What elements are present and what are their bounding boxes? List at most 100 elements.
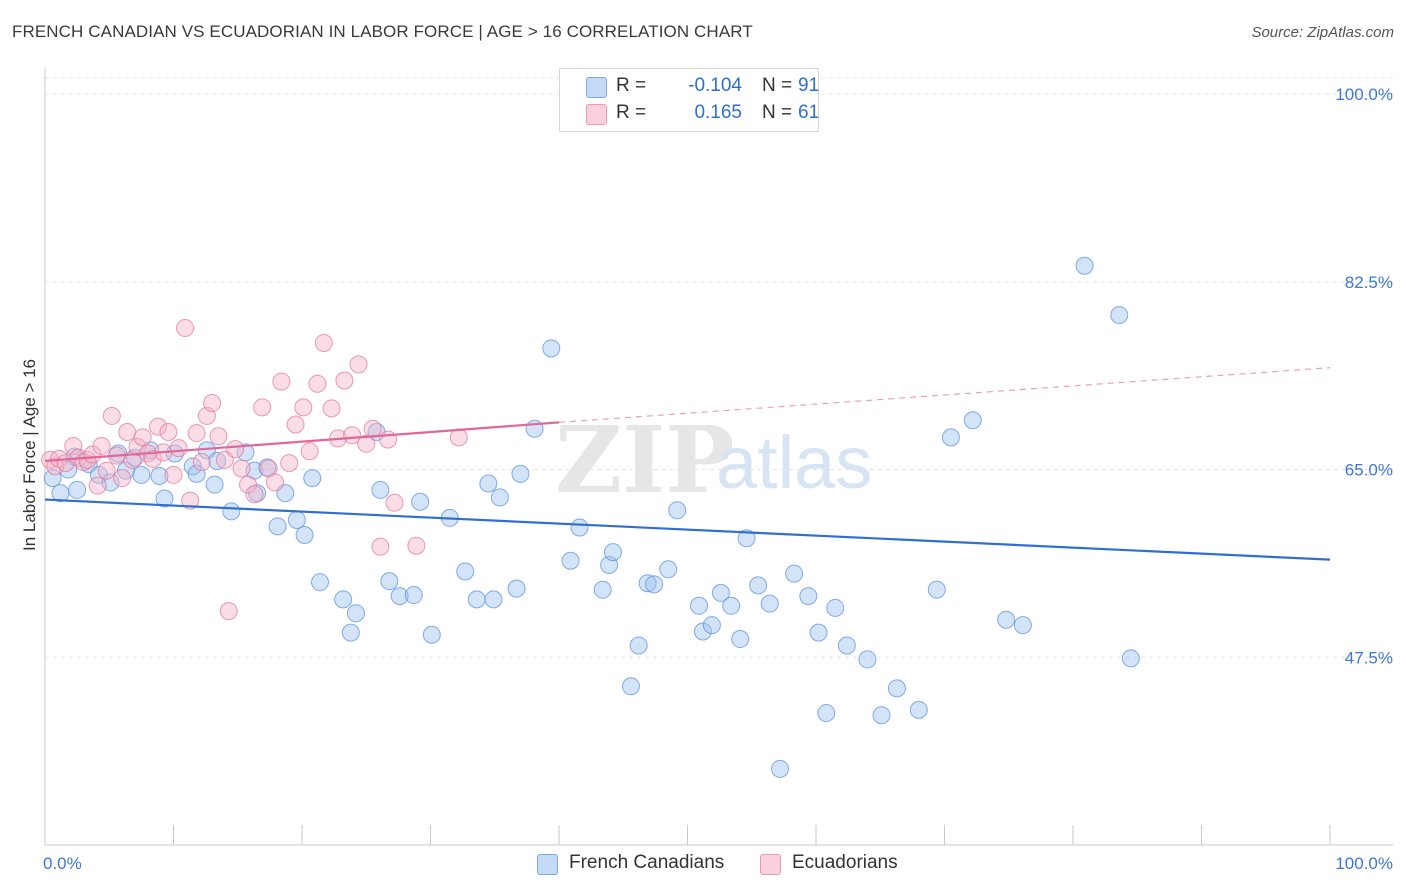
data-point <box>88 476 107 495</box>
data-point <box>346 604 365 623</box>
data-point <box>341 623 360 642</box>
data-point <box>379 430 398 449</box>
x-tick-label: 0.0% <box>43 854 82 873</box>
data-point <box>232 459 251 478</box>
data-point <box>300 442 319 461</box>
data-point <box>349 355 368 374</box>
watermark-atlas: atlas <box>716 421 872 504</box>
data-point <box>484 590 503 609</box>
data-point <box>629 636 648 655</box>
data-point <box>371 480 390 499</box>
correlation-legend: R = -0.104 N = 91 R = 0.165 N = 61 <box>559 68 819 132</box>
data-point <box>159 423 178 441</box>
data-point <box>507 579 526 598</box>
data-point <box>280 454 299 473</box>
source-label: Source: ZipAtlas.com <box>1251 24 1394 41</box>
data-point <box>479 474 498 493</box>
data-point <box>702 616 721 635</box>
data-point <box>760 594 779 613</box>
data-point <box>176 318 195 337</box>
data-point <box>668 501 687 520</box>
data-point <box>749 576 768 595</box>
data-point <box>363 419 382 438</box>
data-point <box>1121 649 1140 668</box>
data-point <box>239 475 258 494</box>
data-point <box>593 580 612 599</box>
r-value: 0.165 <box>694 102 742 123</box>
data-point <box>511 464 530 483</box>
legend-label-french-canadians: French Canadians <box>569 852 725 873</box>
data-point <box>155 489 174 508</box>
data-point <box>645 575 664 594</box>
data-point <box>997 610 1016 629</box>
data-point <box>222 502 241 521</box>
data-point <box>92 436 111 455</box>
data-point <box>371 537 390 556</box>
data-point <box>258 458 277 477</box>
data-point <box>314 333 333 352</box>
data-point <box>731 630 750 649</box>
trendline-french-canadians <box>44 498 1331 561</box>
n-label: N = <box>762 102 793 123</box>
data-point <box>711 583 730 602</box>
data-point <box>872 706 891 725</box>
y-tick-label: 100.0% <box>1335 85 1393 104</box>
data-point <box>380 572 399 591</box>
y-tick-label: 47.5% <box>1345 648 1393 667</box>
data-point <box>286 415 305 434</box>
data-point <box>404 586 423 605</box>
legend-swatch-french-canadians <box>586 77 607 98</box>
trendline-ecuadorians <box>44 421 560 463</box>
n-value: 91 <box>798 75 820 96</box>
data-point <box>334 590 353 609</box>
data-point <box>343 426 362 445</box>
data-point <box>927 580 946 599</box>
data-point <box>308 374 327 393</box>
legend-label-ecuadorians: Ecuadorians <box>792 852 898 873</box>
data-point <box>272 372 291 391</box>
n-value: 61 <box>798 102 820 123</box>
data-point <box>1013 616 1032 635</box>
data-point <box>411 492 430 511</box>
data-point <box>1110 306 1129 325</box>
data-point <box>143 449 162 468</box>
trendline-ecuadorians-projection <box>558 367 1331 423</box>
data-point <box>205 475 224 494</box>
data-point <box>722 596 741 615</box>
data-point <box>245 485 264 504</box>
data-point <box>799 587 818 606</box>
data-point <box>203 394 222 413</box>
data-point <box>97 461 116 480</box>
data-point <box>809 623 828 642</box>
data-point <box>542 339 561 358</box>
data-point <box>422 625 441 644</box>
data-point <box>390 587 409 606</box>
data-point <box>102 406 121 425</box>
data-point <box>621 677 640 696</box>
y-axis-label: In Labor Force | Age > 16 <box>20 358 39 552</box>
data-point <box>887 679 906 698</box>
legend-swatch-french-canadians <box>537 854 558 875</box>
data-point <box>187 464 206 483</box>
watermark-zip: ZIP <box>555 406 734 514</box>
data-point <box>43 469 62 488</box>
x-tick-label: 100.0% <box>1335 854 1393 873</box>
data-point <box>118 423 137 441</box>
data-point <box>287 510 306 529</box>
data-point <box>909 700 928 719</box>
data-point <box>294 398 313 417</box>
data-point <box>385 493 404 512</box>
data-point <box>963 411 982 430</box>
data-point <box>693 622 712 641</box>
r-label: R = <box>616 102 647 123</box>
data-point <box>133 428 152 447</box>
data-point <box>226 440 245 459</box>
data-point <box>785 564 804 583</box>
data-point <box>303 469 322 488</box>
legend-swatch-ecuadorians <box>760 854 781 875</box>
data-point <box>78 450 97 469</box>
y-tick-label: 82.5% <box>1345 273 1393 292</box>
data-point <box>335 371 354 390</box>
r-label: R = <box>616 75 647 96</box>
